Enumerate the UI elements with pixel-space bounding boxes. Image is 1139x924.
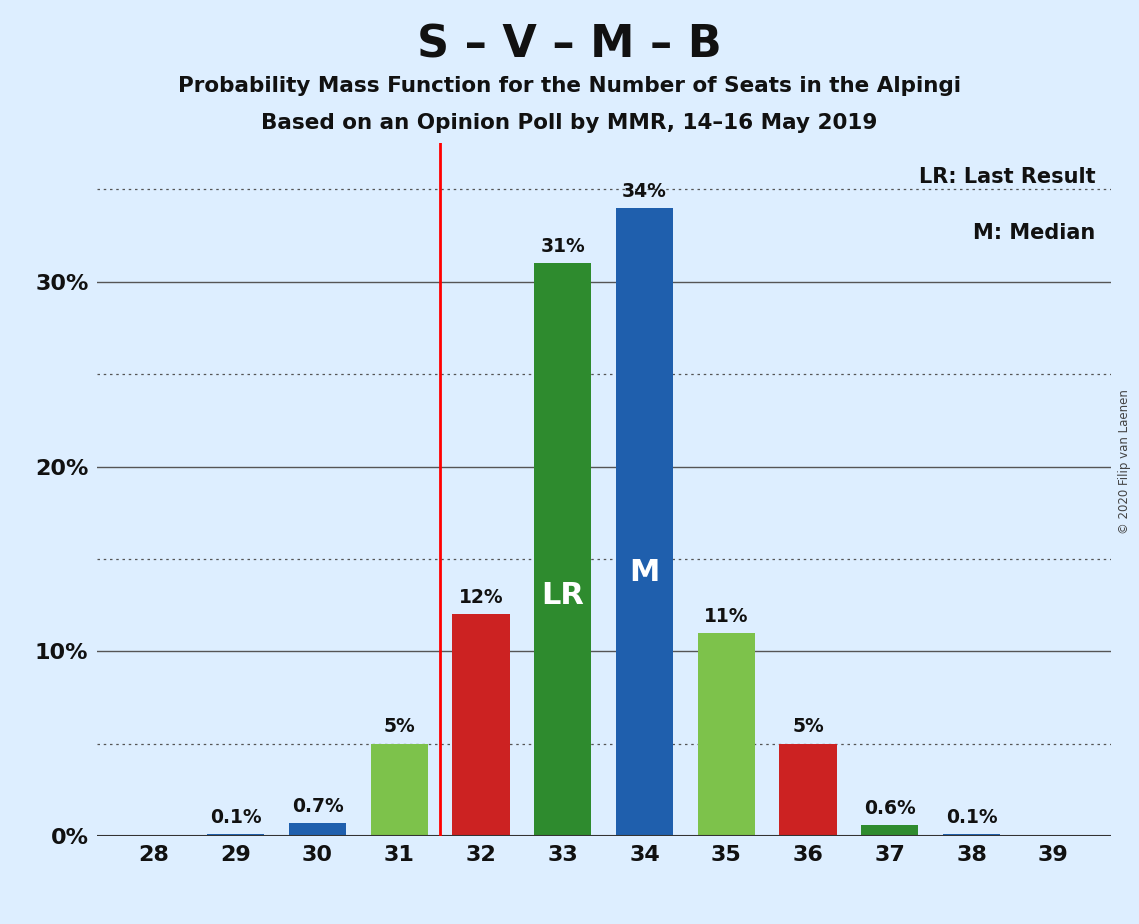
Text: 12%: 12%	[459, 588, 503, 607]
Text: S – V – M – B: S – V – M – B	[417, 23, 722, 67]
Text: © 2020 Filip van Laenen: © 2020 Filip van Laenen	[1118, 390, 1131, 534]
Text: 0.1%: 0.1%	[945, 808, 998, 827]
Text: 31%: 31%	[540, 237, 585, 256]
Bar	[616, 208, 673, 836]
Text: Based on an Opinion Poll by MMR, 14–16 May 2019: Based on an Opinion Poll by MMR, 14–16 M…	[261, 113, 878, 133]
Text: 0.1%: 0.1%	[210, 808, 262, 827]
Text: 0.6%: 0.6%	[863, 798, 916, 818]
Bar	[861, 825, 918, 836]
Text: 5%: 5%	[384, 717, 416, 736]
Bar	[943, 834, 1000, 836]
Text: Probability Mass Function for the Number of Seats in the Alpingi: Probability Mass Function for the Number…	[178, 76, 961, 96]
Text: 11%: 11%	[704, 606, 748, 626]
Text: M: Median: M: Median	[973, 223, 1096, 243]
Text: 34%: 34%	[622, 181, 667, 201]
Bar	[370, 744, 428, 836]
Bar	[698, 633, 755, 836]
Bar	[534, 263, 591, 836]
Bar	[289, 823, 346, 836]
Text: 5%: 5%	[792, 717, 823, 736]
Text: LR: LR	[541, 581, 584, 610]
Bar	[452, 614, 509, 836]
Text: 0.7%: 0.7%	[292, 796, 344, 816]
Bar	[779, 744, 837, 836]
Text: LR: Last Result: LR: Last Result	[919, 167, 1096, 188]
Text: M: M	[630, 558, 659, 587]
Bar	[207, 834, 264, 836]
